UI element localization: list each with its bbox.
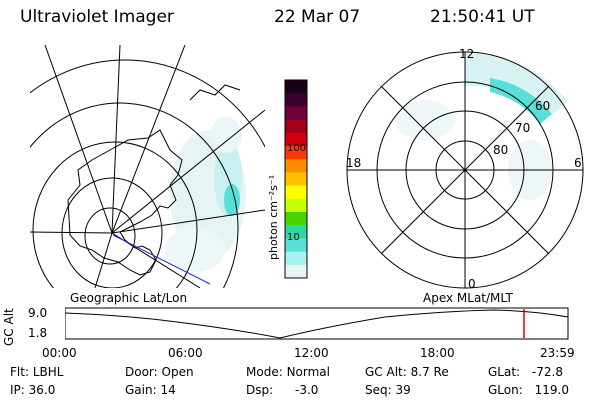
timeline-xlabel-0000: 00:00 [42, 346, 77, 360]
filter-value: LBHL [32, 365, 64, 379]
timeline-ytick-top: 9.0 [28, 306, 48, 320]
seq-readout: Seq: 39 [365, 383, 411, 397]
colorbar-segment [285, 238, 307, 253]
colorbar-segment [285, 106, 307, 121]
glat-readout: GLat: -72.8 [488, 365, 563, 379]
door-value: Open [161, 365, 194, 379]
seq-label: Seq: [365, 383, 392, 397]
dsp-readout: Dsp: -3.0 [246, 383, 318, 397]
colorbar-segment [285, 93, 307, 107]
polar-aurora-emission [395, 53, 568, 200]
gc-alt-readout: GC Alt: 8.7 Re [365, 365, 449, 379]
timeline-xlabel-0600: 06:00 [168, 346, 203, 360]
colorbar-unit-label: photon cm⁻²s⁻¹ [267, 175, 280, 260]
glon-label: GLon: [488, 383, 523, 397]
geo-map-label: Geographic Lat/Lon [70, 291, 188, 305]
ip-readout: IP: 36.0 [10, 383, 55, 397]
ip-label: IP: [10, 383, 25, 397]
dsp-value: -3.0 [294, 383, 319, 397]
glon-readout: GLon: 119.0 [488, 383, 569, 397]
gc-alt-label: GC Alt: [365, 365, 407, 379]
gc-alt-value: 8.7 Re [410, 365, 449, 379]
mlat-label-80: 80 [493, 143, 508, 157]
seq-value: 39 [395, 383, 411, 397]
colorbar-segment [285, 159, 307, 173]
colorbar-tick-10: 10 [287, 232, 300, 243]
geographic-map [30, 45, 265, 288]
observation-date: 22 Mar 07 [274, 7, 361, 27]
polar-grid [346, 51, 584, 289]
colorbar-segment [285, 132, 307, 147]
timeline-xlabel-2359: 23:59 [540, 346, 575, 360]
colorbar-segment [285, 80, 307, 94]
gain-label: Gain: [125, 383, 157, 397]
colorbar-segment [285, 119, 307, 134]
altitude-timeline [65, 307, 569, 340]
instrument-title: Ultraviolet Imager [20, 7, 174, 27]
gain-value: 14 [160, 383, 176, 397]
mlt-label-6: 6 [574, 156, 582, 170]
geo-latlon-grid [30, 45, 265, 288]
timeline-ytick-bottom: 1.8 [28, 326, 48, 340]
filter-label: Flt: [10, 365, 29, 379]
colorbar-segment [285, 198, 307, 213]
colorbar-segment [285, 225, 307, 239]
door-label: Door: [125, 365, 158, 379]
ip-value: 36.0 [28, 383, 56, 397]
observation-time: 21:50:41 UT [430, 7, 535, 27]
colorbar-segment [285, 264, 307, 279]
gain-readout: Gain: 14 [125, 383, 176, 397]
colorbar-segment [285, 212, 307, 226]
glon-value: 119.0 [534, 383, 569, 397]
colorbar-segment [285, 185, 307, 200]
geo-coastline [67, 129, 183, 276]
satellite-track [112, 234, 211, 285]
door-readout: Door: Open [125, 365, 194, 379]
timeline-xlabel-1800: 18:00 [420, 346, 455, 360]
timeline-ylabel-wrap: GC Alt [0, 306, 20, 346]
colorbar-segment [285, 251, 307, 266]
polar-mlat-mlt-plot: 12 18 6 0 60 70 80 [346, 47, 584, 291]
glat-label: GLat: [488, 365, 521, 379]
mlat-label-70: 70 [515, 121, 530, 135]
geo-coastline-outer [189, 84, 241, 101]
colorbar-tick-100: 100 [287, 143, 306, 154]
mlat-label-60: 60 [535, 99, 550, 113]
intensity-colorbar: 100 10 photon cm⁻²s⁻¹ [267, 79, 308, 279]
polar-plot-label: Apex MLat/MLT [423, 291, 513, 305]
glat-value: -72.8 [531, 365, 563, 379]
mlt-label-18: 18 [346, 156, 361, 170]
colorbar-segment [285, 172, 307, 187]
colorbar-segment [285, 146, 307, 160]
mlt-label-12: 12 [459, 47, 474, 61]
dsp-label: Dsp: [246, 383, 274, 397]
mode-readout: Mode: Normal [246, 365, 330, 379]
mode-label: Mode: [246, 365, 283, 379]
filter-readout: Flt: LBHL [10, 365, 63, 379]
timeline-xlabel-1200: 12:00 [294, 346, 329, 360]
timeline-ylabel: GC Alt [2, 308, 16, 346]
altitude-curve [65, 309, 569, 339]
mode-value: Normal [286, 365, 330, 379]
mlt-label-0: 0 [468, 277, 476, 291]
